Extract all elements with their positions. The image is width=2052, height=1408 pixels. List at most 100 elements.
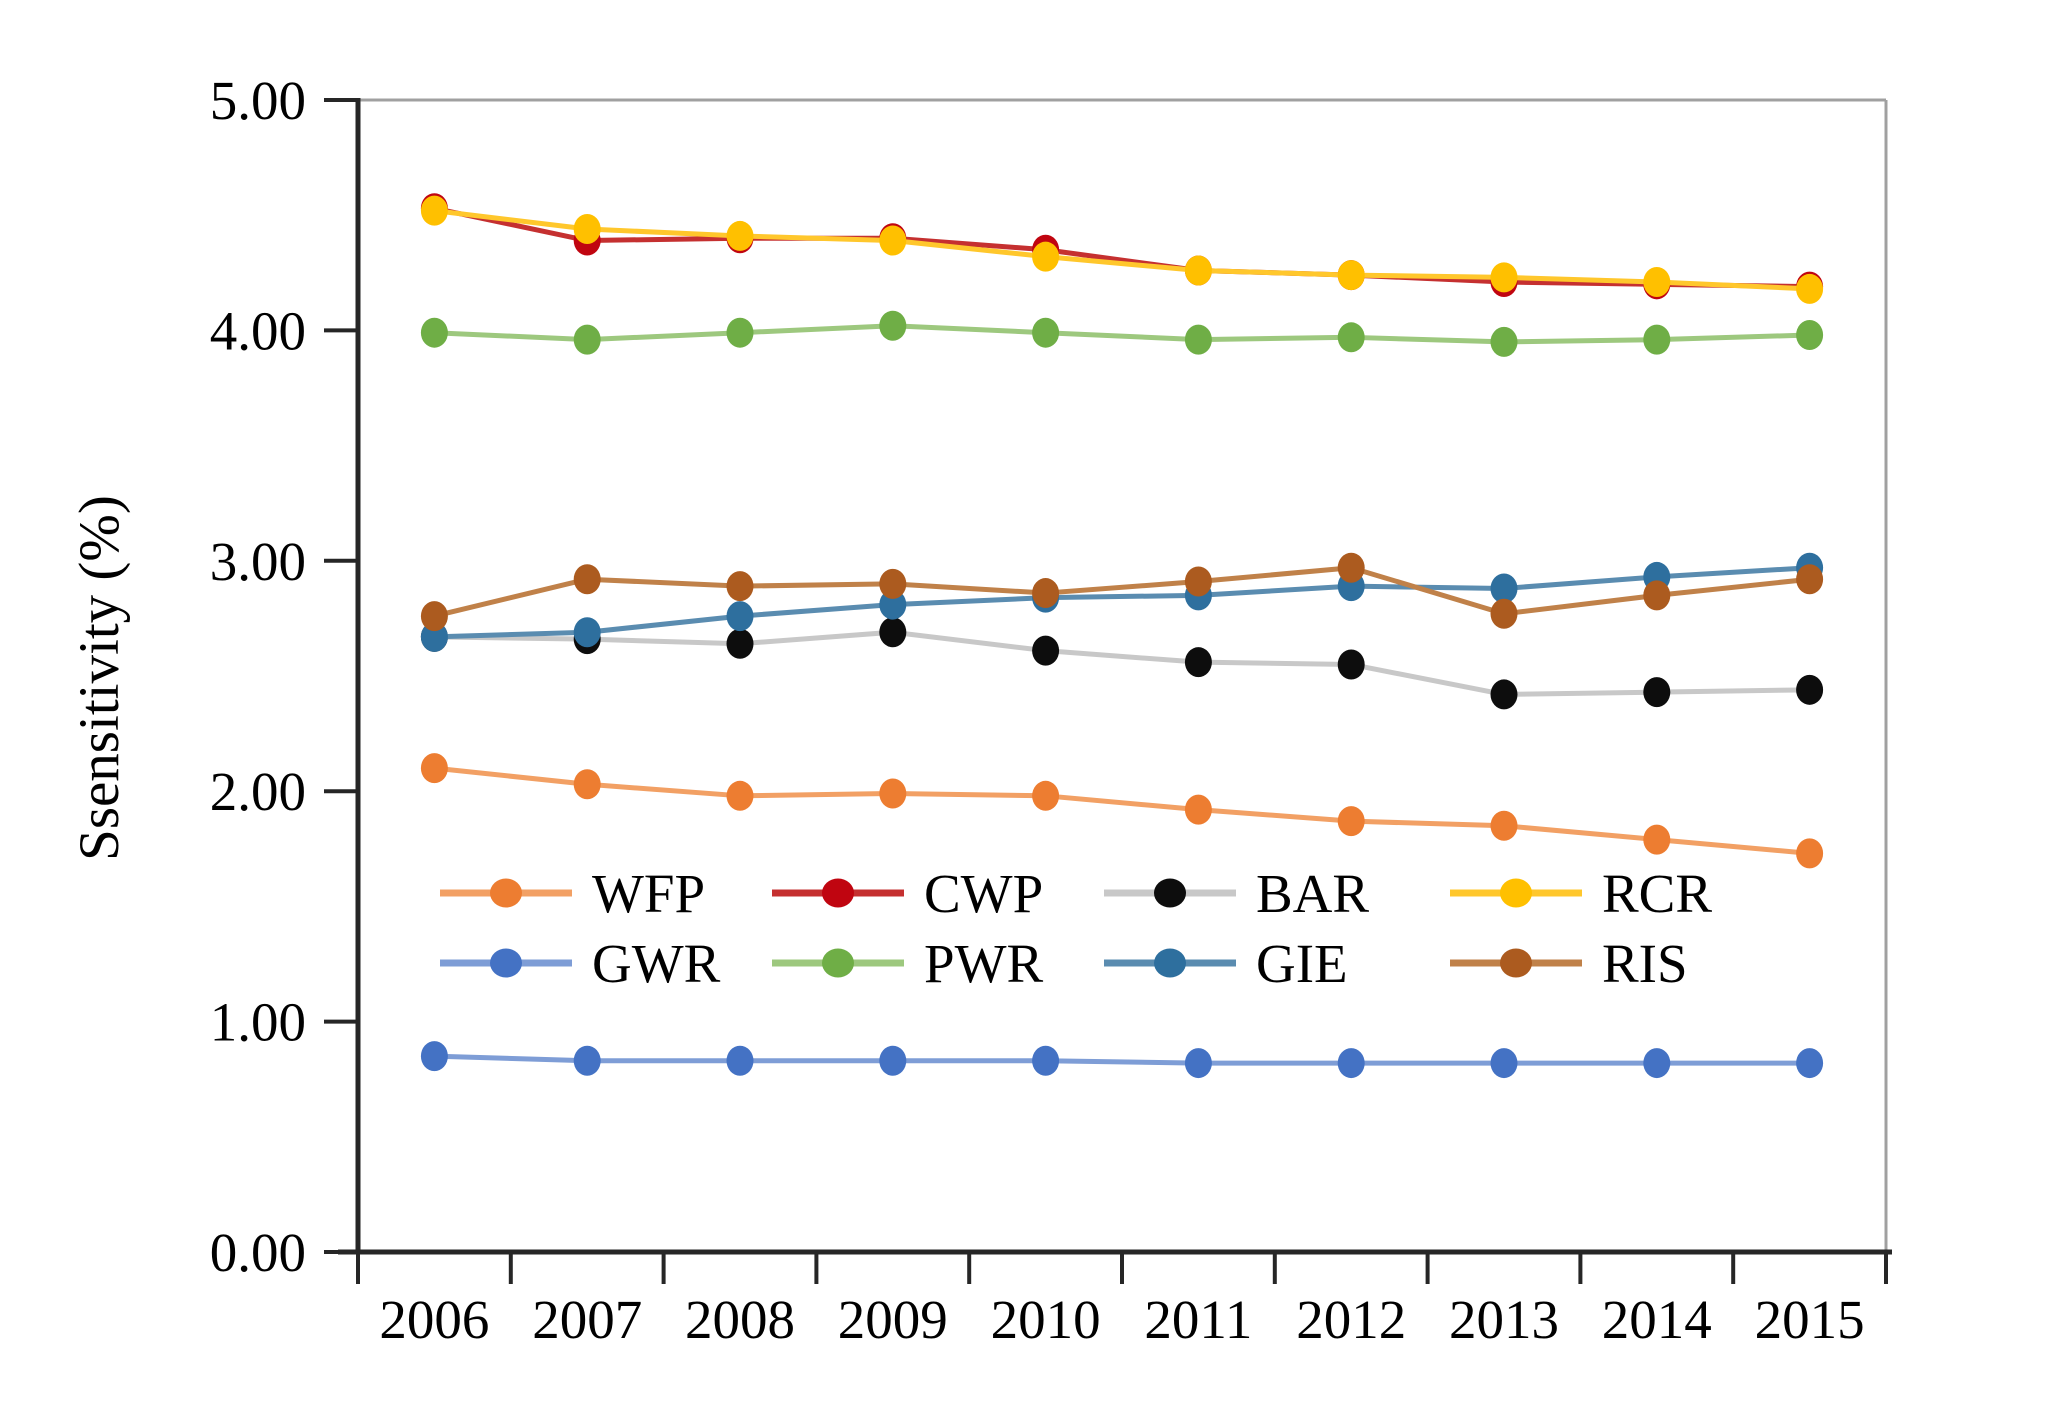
series-point-BAR — [1643, 677, 1671, 708]
legend-label-BAR: BAR — [1256, 863, 1369, 924]
x-tick-label: 2011 — [1144, 1289, 1252, 1350]
legend-item-RIS: RIS — [1450, 933, 1688, 994]
series-point-GWR — [1490, 1048, 1518, 1079]
x-tick-label: 2006 — [379, 1289, 489, 1350]
series-point-GWR — [1643, 1048, 1671, 1079]
series-point-RIS — [879, 568, 907, 599]
series-point-RCR — [726, 220, 754, 251]
series-point-GWR — [1184, 1048, 1212, 1079]
series-point-PWR — [1337, 322, 1365, 353]
series-point-GIE — [726, 601, 754, 632]
series-WFP — [420, 753, 1824, 869]
series-point-PWR — [1796, 320, 1824, 351]
legend-item-PWR: PWR — [772, 933, 1044, 994]
series-point-WFP — [573, 769, 601, 800]
series-point-GIE — [879, 589, 907, 620]
legend-marker-WFP — [490, 878, 522, 908]
y-tick-label: 1.00 — [210, 992, 306, 1053]
legend-item-RCR: RCR — [1450, 863, 1712, 924]
legend-label-CWP: CWP — [924, 863, 1043, 924]
x-tick-label: 2012 — [1296, 1289, 1406, 1350]
series-point-RIS — [420, 601, 448, 632]
legend-item-WFP: WFP — [440, 863, 705, 924]
x-tick-label: 2015 — [1755, 1289, 1865, 1350]
legend-label-GIE: GIE — [1256, 933, 1348, 994]
series-line-CWP — [431, 205, 1813, 290]
series-point-GWR — [420, 1041, 448, 1072]
x-tick-label: 2014 — [1602, 1289, 1712, 1350]
y-tick-label: 5.00 — [210, 70, 306, 131]
series-line-RCR — [431, 208, 1813, 292]
legend-label-RIS: RIS — [1602, 933, 1688, 994]
legend-marker-GWR — [490, 948, 522, 978]
series-point-RIS — [1490, 598, 1518, 629]
series-line-RIS — [431, 565, 1813, 619]
series-point-PWR — [726, 317, 754, 348]
series-point-BAR — [1032, 635, 1060, 666]
legend-marker-CWP — [822, 878, 854, 908]
series-point-PWR — [420, 317, 448, 348]
series-point-BAR — [1337, 649, 1365, 680]
series-point-RIS — [1796, 564, 1824, 595]
series-point-PWR — [879, 310, 907, 341]
series-CWP — [420, 193, 1824, 302]
legend-label-GWR: GWR — [592, 933, 721, 994]
series-point-RIS — [573, 564, 601, 595]
series-point-GIE — [1490, 573, 1518, 604]
series-point-RIS — [1337, 552, 1365, 583]
series-GWR — [420, 1041, 1824, 1079]
x-tick-label: 2010 — [991, 1289, 1101, 1350]
series-line-WFP — [431, 765, 1813, 856]
series-point-PWR — [1184, 324, 1212, 355]
series-line-GIE — [431, 565, 1813, 640]
series-RCR — [420, 195, 1824, 304]
series-point-RCR — [1337, 260, 1365, 291]
series-point-RCR — [573, 214, 601, 245]
series-point-GIE — [573, 617, 601, 648]
legend-label-WFP: WFP — [592, 863, 705, 924]
series-point-RIS — [726, 571, 754, 602]
x-tick-label: 2008 — [685, 1289, 795, 1350]
series-point-RCR — [1490, 262, 1518, 293]
y-tick-label: 2.00 — [210, 761, 306, 822]
series-point-WFP — [1337, 806, 1365, 837]
series-point-WFP — [1490, 810, 1518, 841]
series-point-WFP — [420, 753, 448, 784]
series-point-PWR — [1490, 326, 1518, 357]
legend-marker-RIS — [1500, 948, 1532, 978]
legend-item-CWP: CWP — [772, 863, 1043, 924]
series-point-BAR — [1490, 679, 1518, 710]
legend-marker-GIE — [1154, 948, 1186, 978]
series-line-BAR — [431, 629, 1813, 697]
series-point-PWR — [1643, 324, 1671, 355]
series-BAR — [420, 617, 1824, 710]
series-point-GWR — [726, 1045, 754, 1076]
x-tick-label: 2009 — [838, 1289, 948, 1350]
series-point-WFP — [726, 780, 754, 811]
series-point-PWR — [573, 324, 601, 355]
series-point-GWR — [1032, 1045, 1060, 1076]
legend-label-RCR: RCR — [1602, 863, 1712, 924]
series-point-BAR — [1796, 674, 1824, 705]
series-point-RIS — [1643, 580, 1671, 611]
series-point-RCR — [420, 195, 448, 226]
series-point-RCR — [879, 225, 907, 256]
series-point-GIE — [420, 621, 448, 652]
y-tick-label: 4.00 — [210, 300, 306, 361]
series-RIS — [420, 552, 1824, 632]
series-point-RIS — [1032, 578, 1060, 609]
series-point-PWR — [1032, 317, 1060, 348]
series-point-WFP — [879, 778, 907, 809]
y-tick-label: 0.00 — [210, 1222, 306, 1283]
legend-item-GWR: GWR — [440, 933, 721, 994]
series-point-WFP — [1643, 824, 1671, 855]
series-PWR — [420, 310, 1824, 357]
series-point-WFP — [1184, 794, 1212, 825]
legend-marker-RCR — [1500, 878, 1532, 908]
legend-marker-PWR — [822, 948, 854, 978]
series-point-WFP — [1796, 838, 1824, 869]
y-tick-label: 3.00 — [210, 531, 306, 592]
series-point-BAR — [879, 617, 907, 648]
